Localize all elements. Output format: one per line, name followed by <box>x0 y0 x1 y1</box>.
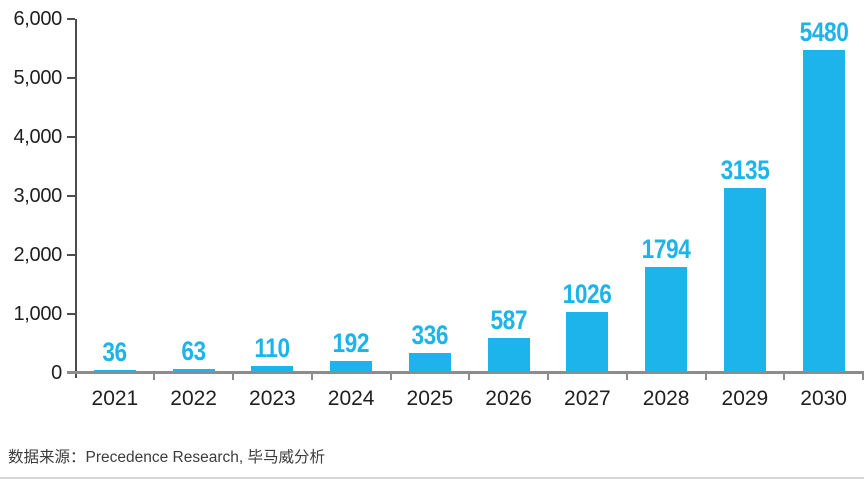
y-axis-label: 5,000 <box>13 66 62 89</box>
x-axis-category-label: 2027 <box>564 387 611 410</box>
bar <box>93 370 136 373</box>
bar-value-label: 3135 <box>685 156 805 184</box>
y-axis-label: 0 <box>51 361 62 384</box>
bar <box>172 368 215 373</box>
bar <box>330 361 373 373</box>
x-axis-category-label: 2024 <box>327 387 375 410</box>
x-axis-tick <box>704 371 707 380</box>
bar-value-text: 3135 <box>720 154 770 185</box>
bar-value-label: 36 <box>55 338 175 366</box>
bar <box>802 49 845 373</box>
x-axis-tick <box>625 371 628 380</box>
x-axis-tick <box>389 371 392 380</box>
x-axis-category-label: 2029 <box>721 387 769 410</box>
y-axis-tick <box>67 312 75 315</box>
bar-value-label: 63 <box>134 337 254 365</box>
bar-value-label: 110 <box>212 334 332 362</box>
bar-value-text: 1026 <box>562 279 612 310</box>
bar-value-text: 36 <box>102 337 128 368</box>
x-axis-category-label: 2028 <box>642 387 690 410</box>
x-axis-category-label: 2023 <box>249 387 296 410</box>
y-axis-label: 3,000 <box>13 184 62 207</box>
bottom-divider <box>0 477 864 479</box>
bar-value-label: 1794 <box>606 235 726 263</box>
y-axis-label: 1,000 <box>13 302 62 325</box>
x-axis-tick <box>310 371 313 380</box>
y-axis-label: 2,000 <box>13 243 62 266</box>
bar-value-label: 1026 <box>527 280 647 308</box>
x-axis-category-label: 2022 <box>170 387 217 410</box>
x-axis-line <box>67 371 864 374</box>
x-axis-tick <box>862 371 864 380</box>
bar-value-text: 5480 <box>799 16 849 47</box>
bar-value-text: 110 <box>254 333 291 364</box>
x-axis-category-label: 2026 <box>485 387 532 410</box>
bar <box>251 366 294 373</box>
y-axis-label: 6,000 <box>13 8 62 30</box>
y-axis-tick <box>67 18 75 20</box>
x-axis-tick <box>232 371 234 380</box>
bar <box>566 312 609 373</box>
bar <box>723 187 766 373</box>
x-axis-tick <box>153 371 156 380</box>
bar <box>408 352 451 373</box>
bar <box>645 266 688 373</box>
x-axis-category-label: 2030 <box>800 387 847 410</box>
y-axis-label: 4,000 <box>13 125 62 148</box>
bar-value-label: 5480 <box>764 18 864 46</box>
bar-value-text: 336 <box>411 319 449 350</box>
bar-value-label: 336 <box>370 321 490 349</box>
y-axis-tick <box>67 135 75 138</box>
y-axis-line <box>74 19 77 378</box>
y-axis-tick <box>67 253 75 256</box>
x-axis-category-label: 2025 <box>406 387 454 410</box>
bar-value-text: 63 <box>181 335 206 366</box>
x-axis-tick <box>547 371 549 380</box>
y-axis-tick <box>67 76 75 79</box>
bar-value-label: 192 <box>291 329 411 357</box>
y-axis-tick <box>67 194 75 197</box>
x-axis-tick <box>468 371 471 380</box>
bar-value-text: 1794 <box>641 233 691 264</box>
bar-value-label: 587 <box>449 306 569 334</box>
bar-value-text: 587 <box>490 304 527 335</box>
bar-value-text: 192 <box>332 328 370 359</box>
x-axis-tick <box>783 371 786 380</box>
source-note: 数据来源：Precedence Research, 毕马威分析 <box>8 449 325 466</box>
bar <box>487 337 530 373</box>
x-axis-category-label: 2021 <box>91 387 139 410</box>
